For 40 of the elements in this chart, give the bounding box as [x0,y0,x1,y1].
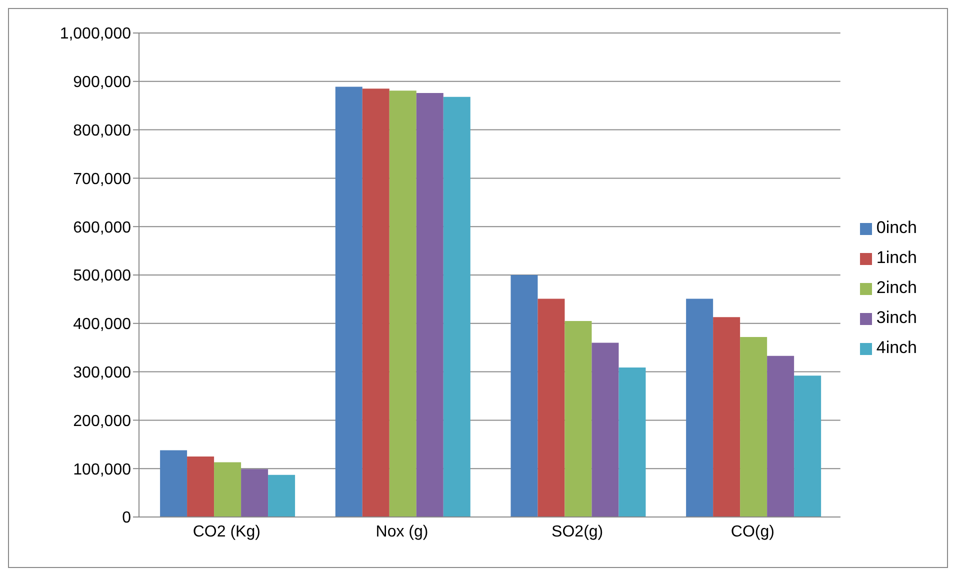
bar [214,462,242,517]
bar [564,320,592,517]
legend-label: 0inch [876,218,917,237]
legend-label: 2inch [876,278,917,297]
bar [510,275,538,517]
x-tick-label: CO2 (Kg) [192,523,260,540]
bar [335,86,362,517]
legend-label: 4inch [876,338,917,357]
x-tick-label: CO(g) [730,523,774,540]
bar [389,90,416,517]
bar [618,367,646,517]
y-tick-label: 800,000 [73,122,132,140]
y-tick-label: 700,000 [73,170,132,188]
y-tick-label: 200,000 [73,412,132,430]
y-tick-label: 100,000 [73,461,132,478]
y-tick-label: 600,000 [73,219,132,236]
y-tick-label: 900,000 [73,74,132,92]
y-tick-label: 500,000 [73,268,132,285]
bar [767,356,794,517]
x-tick-label: Nox (g) [376,523,428,540]
bar [713,317,740,517]
y-tick-label: 1,000,000 [60,26,132,43]
bar [187,456,214,517]
y-tick-label: 300,000 [73,364,132,382]
y-tick-label: 0 [122,510,132,527]
x-tick-label: SO2(g) [552,523,604,540]
legend-label: 1inch [876,248,917,267]
bar [538,298,565,517]
bar [686,298,714,517]
legend-label: 3inch [876,308,917,327]
bar [443,96,470,517]
bar [160,450,188,517]
bar [794,376,822,517]
bar [241,469,268,517]
bar [740,336,768,517]
y-tick-label: 400,000 [73,316,132,334]
bar [362,88,390,517]
bar [268,474,296,517]
bar [592,342,619,517]
bar [416,93,444,517]
